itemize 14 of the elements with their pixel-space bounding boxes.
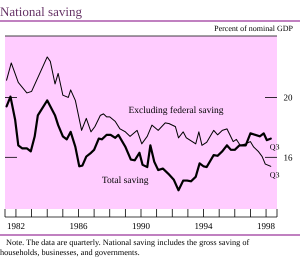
text: Note. The data are quarterly. National saving includes the gross saving of households, businesses, and governments.: [0, 238, 250, 257]
y-axis-title: Percent of nominal GDP: [214, 24, 294, 33]
x-tick-label: 1994: [194, 221, 214, 231]
annotation: Q3: [270, 170, 280, 180]
x-tick-label: 1982: [6, 221, 25, 231]
series-label: Excluding federal saving: [128, 106, 224, 116]
x-tick-label: 1986: [69, 221, 88, 231]
x-tick-label: 1998: [257, 221, 276, 231]
annotation: Q3: [270, 142, 280, 152]
chart-title: National saving: [0, 4, 82, 19]
y-tick-label: 20: [284, 92, 293, 102]
y-tick-label: 16: [284, 152, 293, 162]
series-label: Total saving: [102, 176, 149, 186]
x-tick-label: 1990: [132, 221, 150, 231]
